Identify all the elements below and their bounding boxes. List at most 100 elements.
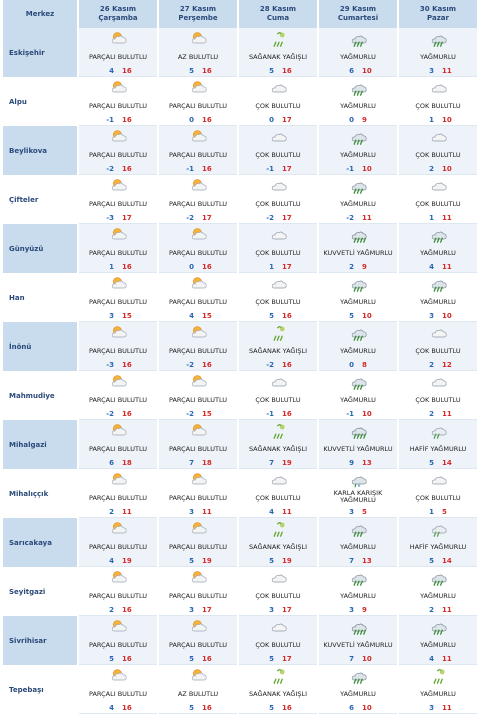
temperature-range: -2 15 [159,410,237,418]
light-rain-icon [431,427,447,439]
forecast-cell: KUVVETLİ YAĞMURLU 2 9 [319,224,397,273]
low-temperature: -1 [186,165,194,173]
temperature-range: 1 10 [399,116,477,124]
high-temperature: 17 [282,214,292,222]
temperature-range: 0 17 [239,116,317,124]
low-temperature: -1 [106,116,114,124]
cloudy-icon [271,84,287,93]
city-name[interactable]: Han [3,273,77,322]
temperature-range: 2 16 [79,606,157,614]
temperature-range: 7 19 [239,459,317,467]
high-temperature: 16 [282,704,292,712]
temperature-range: 5 16 [159,655,237,663]
forecast-cell: PARÇALI BULUTLU -1 16 [159,126,237,175]
low-temperature: 7 [269,459,274,467]
condition-label: PARÇALI BULUTLU [88,494,148,502]
temperature-range: 5 14 [399,557,477,565]
header-day-4: 29 Kasım Cumartesi [319,0,397,28]
low-temperature: 3 [109,312,114,320]
forecast-cell: ÇOK BULUTLU 1 11 [399,175,477,224]
city-name[interactable]: Eskişehir [3,28,77,77]
condition-label: PARÇALI BULUTLU [88,543,148,551]
forecast-cell: SAĞANAK YAĞIŞLI 5 16 [239,28,317,77]
high-temperature: 10 [362,410,372,418]
condition-label: PARÇALI BULUTLU [168,200,228,208]
temperature-range: -2 17 [239,214,317,222]
table-row: Alpu PARÇALI BULUTLU -1 16 PARÇALI BULUTLU 0 1… [3,77,483,126]
cloudy-icon [271,378,287,387]
partly-cloudy-icon [111,277,127,289]
forecast-cell: PARÇALI BULUTLU 3 11 [159,469,237,518]
temperature-range: -3 17 [79,214,157,222]
low-temperature: -1 [346,165,354,173]
temperature-range: 3 17 [239,606,317,614]
header-day-5: 30 Kasım Pazar [399,0,477,28]
showers-icon [273,424,285,439]
table-row: Mihalıççık PARÇALI BULUTLU 2 11 PARÇALI BULU… [3,469,483,518]
table-row: Mihalgazi PARÇALI BULUTLU 6 18 PARÇALI BULUT… [3,420,483,469]
high-temperature: 17 [282,116,292,124]
high-temperature: 15 [202,312,212,320]
high-temperature: 12 [442,361,452,369]
condition-label: KUVVETLİ YAĞMURLU [323,641,393,649]
low-temperature: 9 [349,459,354,467]
high-temperature: 11 [122,508,132,516]
city-name[interactable]: Beylikova [3,126,77,175]
high-temperature: 5 [442,508,447,516]
partly-cloudy-icon [191,81,207,93]
condition-label: YAĞMURLU [340,298,376,306]
high-temperature: 5 [362,508,367,516]
condition-label: SAĞANAK YAĞIŞLI [248,543,308,551]
forecast-cell: KUVVETLİ YAĞMURLU 9 13 [319,420,397,469]
cloudy-icon [271,133,287,142]
temperature-range: -3 16 [79,361,157,369]
city-name[interactable]: Günyüzü [3,224,77,273]
low-temperature: -2 [186,410,194,418]
forecast-cell: YAĞMURLU 3 11 [399,28,477,77]
city-name[interactable]: Tepebaşı [3,665,77,714]
condition-label: ÇOK BULUTLU [255,249,301,257]
high-temperature: 16 [202,655,212,663]
temperature-range: -1 10 [319,410,397,418]
partly-cloudy-icon [111,669,127,681]
city-name[interactable]: Sivrihisar [3,616,77,665]
condition-label: PARÇALI BULUTLU [88,249,148,257]
high-temperature: 15 [202,410,212,418]
high-temperature: 17 [202,214,212,222]
high-temperature: 11 [442,606,452,614]
low-temperature: 7 [349,557,354,565]
condition-label: HAFİF YAĞMURLU [409,445,467,453]
forecast-cell: PARÇALI BULUTLU -2 17 [159,175,237,224]
forecast-cell: PARÇALI BULUTLU -2 16 [79,126,157,175]
city-name[interactable]: İnönü [3,322,77,371]
forecast-cell: SAĞANAK YAĞIŞLI 5 16 [239,665,317,714]
cloudy-icon [271,280,287,289]
partly-cloudy-icon [191,473,207,485]
condition-label: PARÇALI BULUTLU [88,641,148,649]
condition-label: YAĞMURLU [340,347,376,355]
high-temperature: 17 [282,165,292,173]
high-temperature: 16 [202,116,212,124]
temperature-range: -1 17 [239,165,317,173]
condition-label: YAĞMURLU [420,690,456,698]
city-name[interactable]: Mahmudiye [3,371,77,420]
condition-label: KARLA KARIŞIK YAĞMURLU [333,489,383,504]
low-temperature: 5 [269,655,274,663]
high-temperature: 11 [442,655,452,663]
city-name[interactable]: Seyitgazi [3,567,77,616]
high-temperature: 16 [122,655,132,663]
city-name[interactable]: Mihalıççık [3,469,77,518]
city-name[interactable]: Sarıcakaya [3,518,77,567]
low-temperature: 4 [109,704,114,712]
table-row: Eskişehir PARÇALI BULUTLU 4 16 AZ BULUTLU 5 16… [3,28,483,77]
forecast-table: Merkez 26 Kasım Çarşamba 27 Kasım Perşembe… [3,0,483,714]
low-temperature: 1 [109,263,114,271]
rain-icon [351,280,367,292]
city-name[interactable]: Mihalgazi [3,420,77,469]
condition-label: PARÇALI BULUTLU [88,690,148,698]
city-name[interactable]: Alpu [3,77,77,126]
city-name[interactable]: Çifteler [3,175,77,224]
low-temperature: 2 [109,606,114,614]
condition-label: PARÇALI BULUTLU [168,249,228,257]
